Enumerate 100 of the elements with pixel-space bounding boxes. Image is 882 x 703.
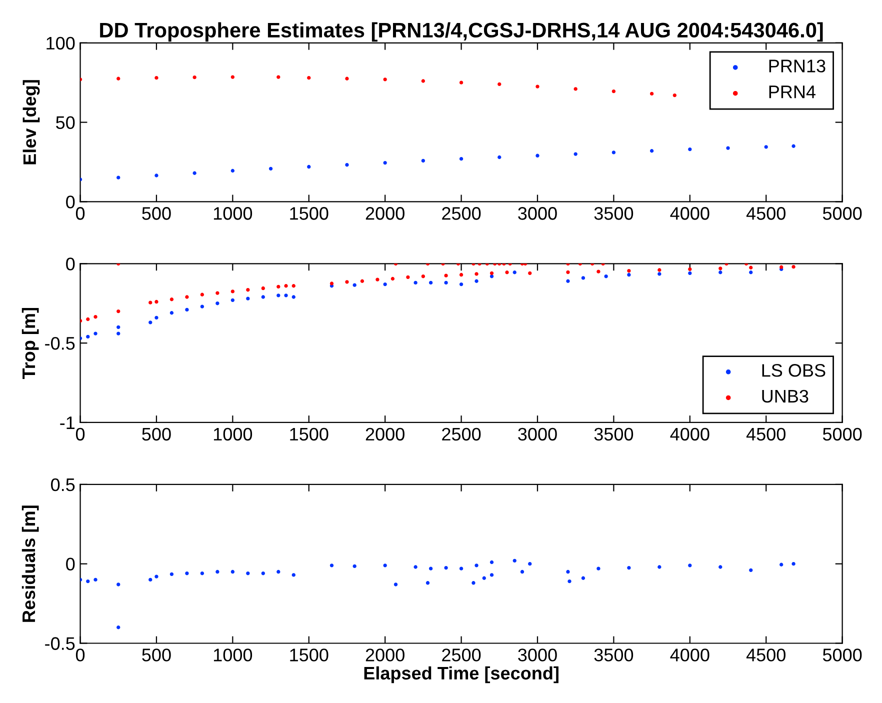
- x-tick-label: 2500: [442, 648, 481, 662]
- point: [383, 282, 387, 286]
- point: [718, 270, 722, 274]
- point: [170, 311, 174, 315]
- y-axis-title: Residuals [m]: [22, 506, 39, 622]
- point: [718, 266, 722, 270]
- point: [148, 320, 152, 324]
- point: [94, 315, 98, 319]
- point: [672, 93, 676, 98]
- point: [261, 286, 265, 290]
- point: [86, 317, 90, 322]
- point: [94, 578, 98, 582]
- point: [612, 89, 616, 94]
- point: [536, 154, 540, 158]
- y-tick-label: 0: [66, 558, 75, 571]
- point: [394, 582, 398, 586]
- x-tick-label: 1000: [214, 207, 252, 220]
- point: [627, 272, 631, 277]
- x-tick-label: 3500: [594, 428, 634, 441]
- point: [780, 562, 784, 566]
- point: [505, 270, 509, 274]
- point: [261, 295, 265, 299]
- x-tick-label: 500: [142, 207, 171, 220]
- point: [688, 564, 692, 568]
- point: [86, 579, 90, 584]
- point: [230, 75, 235, 79]
- y-tick-label: 0: [66, 258, 75, 270]
- point: [459, 272, 464, 277]
- point: [482, 576, 486, 580]
- point: [284, 294, 288, 298]
- point: [216, 302, 220, 306]
- point: [444, 566, 448, 570]
- point: [185, 308, 189, 312]
- point: [528, 271, 532, 276]
- point: [376, 278, 380, 282]
- point: [154, 76, 158, 80]
- x-tick-label: 4000: [670, 648, 710, 662]
- point: [276, 570, 280, 574]
- point: [459, 80, 464, 84]
- point: [148, 300, 152, 304]
- point: [330, 564, 334, 568]
- point: [780, 265, 784, 269]
- point: [170, 572, 174, 576]
- point: [154, 300, 158, 304]
- point: [764, 145, 768, 149]
- x-axis-title: Elapsed Time [second]: [364, 666, 558, 684]
- point: [276, 294, 280, 298]
- point: [444, 280, 448, 285]
- point: [528, 562, 532, 566]
- x-tick-label: 0: [76, 648, 85, 662]
- point: [459, 156, 464, 161]
- point: [459, 282, 464, 286]
- point: [472, 581, 476, 585]
- point: [520, 570, 524, 574]
- point: [627, 566, 631, 570]
- point: [383, 564, 387, 568]
- x-tick-label: 4000: [670, 428, 710, 441]
- point: [474, 279, 478, 283]
- point: [185, 572, 189, 576]
- point: [421, 274, 426, 278]
- legend-label: PRN13: [769, 60, 826, 72]
- point: [345, 76, 349, 80]
- y-axis-title: Elev [deg]: [22, 80, 40, 164]
- point: [749, 568, 753, 572]
- point: [596, 270, 600, 274]
- x-tick-label: 2500: [442, 207, 481, 220]
- point: [330, 282, 334, 286]
- x-tick-label: 1000: [214, 428, 252, 441]
- point: [792, 144, 796, 148]
- x-tick-label: 2000: [366, 428, 404, 441]
- point: [116, 76, 120, 80]
- point: [718, 565, 722, 569]
- x-tick-label: 500: [142, 648, 171, 662]
- x-tick-label: 4500: [746, 648, 786, 662]
- y-tick-label: -0.5: [45, 337, 75, 350]
- x-tick-label: 2000: [366, 648, 404, 662]
- point: [390, 276, 395, 281]
- point: [490, 271, 494, 276]
- point: [116, 582, 120, 586]
- point: [749, 266, 753, 270]
- x-tick-label: 3000: [518, 207, 557, 220]
- point: [512, 558, 516, 562]
- x-tick-label: 500: [142, 428, 171, 441]
- point: [230, 298, 235, 302]
- x-tick-label: 3500: [594, 207, 634, 220]
- point: [307, 164, 311, 169]
- point: [444, 274, 448, 278]
- point: [688, 147, 692, 152]
- point: [627, 268, 631, 273]
- point: [421, 79, 426, 83]
- point: [200, 572, 204, 576]
- x-tick-label: 0: [76, 428, 85, 441]
- point: [650, 92, 654, 96]
- point: [596, 566, 600, 570]
- y-tick-label: 0: [66, 196, 75, 208]
- point: [568, 579, 572, 584]
- y-axis-title: Trop [m]: [22, 308, 39, 379]
- point: [428, 280, 433, 285]
- x-tick-label: 2500: [442, 428, 481, 441]
- legend-label: PRN4: [769, 86, 816, 98]
